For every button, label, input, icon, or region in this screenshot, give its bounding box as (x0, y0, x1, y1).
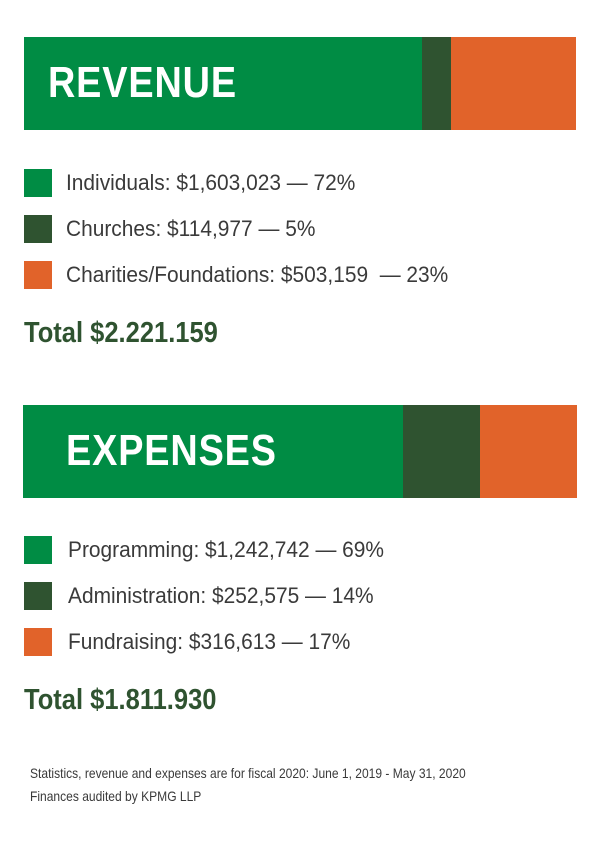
expenses-title: EXPENSES (66, 426, 277, 475)
legend-item-churches: Churches: $114,977 — 5% (24, 206, 468, 252)
footnote-fiscal-period: Statistics, revenue and expenses are for… (30, 765, 466, 781)
legend-label-fundraising: Fundraising: $316,613 — 17% (68, 629, 351, 654)
expenses-legend: Programming: $1,242,742 — 69% Administra… (24, 527, 401, 665)
expenses-stacked-bar (23, 405, 577, 498)
expenses-total: Total $1.811.930 (24, 684, 217, 716)
footnote-auditor: Finances audited by KPMG LLP (30, 788, 202, 804)
legend-swatch-administration (24, 582, 52, 610)
bar-segment-charities-foundations (451, 37, 576, 130)
legend-item-programming: Programming: $1,242,742 — 69% (24, 527, 401, 573)
legend-swatch-programming (24, 536, 52, 564)
legend-swatch-individuals (24, 169, 52, 197)
legend-label-churches: Churches: $114,977 — 5% (66, 216, 316, 241)
legend-label-programming: Programming: $1,242,742 — 69% (68, 537, 385, 562)
bar-segment-programming (23, 405, 403, 498)
legend-item-administration: Administration: $252,575 — 14% (24, 573, 401, 619)
revenue-legend: Individuals: $1,603,023 — 72% Churches: … (24, 160, 468, 298)
revenue-title: REVENUE (48, 58, 237, 107)
revenue-total: Total $2.221.159 (24, 317, 218, 349)
legend-item-fundraising: Fundraising: $316,613 — 17% (24, 619, 401, 665)
legend-item-individuals: Individuals: $1,603,023 — 72% (24, 160, 468, 206)
bar-segment-individuals (24, 37, 422, 130)
legend-item-charities: Charities/Foundations: $503,159 — 23% (24, 252, 468, 298)
revenue-stacked-bar (24, 37, 576, 130)
legend-swatch-fundraising (24, 628, 52, 656)
bar-segment-churches (422, 37, 451, 130)
legend-label-administration: Administration: $252,575 — 14% (68, 583, 374, 608)
legend-label-individuals: Individuals: $1,603,023 — 72% (66, 170, 356, 195)
legend-label-charities: Charities/Foundations: $503,159 — 23% (66, 262, 449, 287)
bar-segment-administration (403, 405, 480, 498)
bar-segment-fundraising (480, 405, 577, 498)
legend-swatch-charities (24, 261, 52, 289)
legend-swatch-churches (24, 215, 52, 243)
